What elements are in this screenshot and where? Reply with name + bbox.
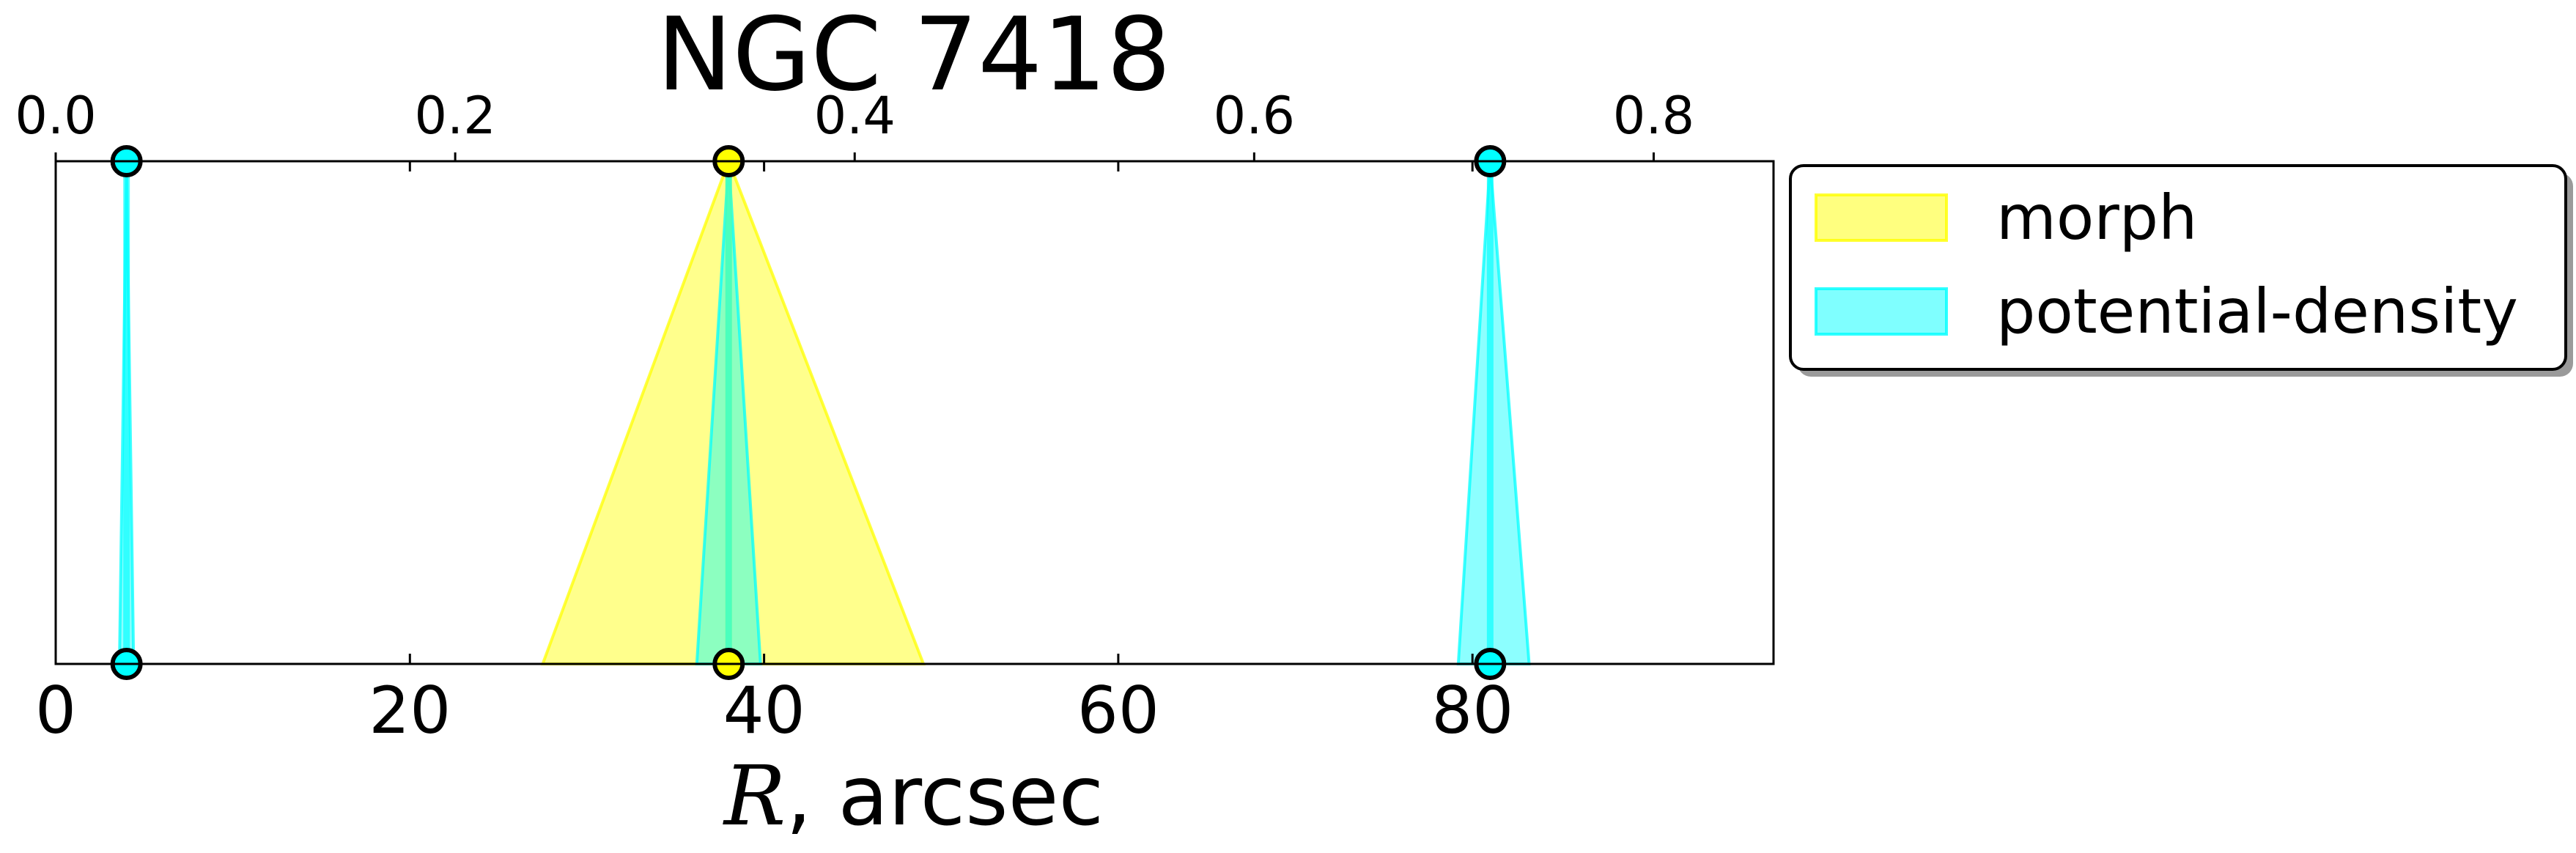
x-tick-label-top: 0.0	[15, 86, 96, 146]
x-tick-label-top: 0.2	[414, 86, 495, 146]
legend-swatch-morph	[1815, 193, 1948, 242]
legend-box	[1789, 164, 2567, 371]
ticks-layer: 0 20 40 60 80 0.0 0.2 0.4 0.6 0.8	[15, 86, 1694, 748]
center-lines-layer	[123, 161, 1494, 664]
legend-swatch-potential-density	[1815, 287, 1948, 336]
x-tick-label-top: 0.4	[814, 86, 896, 146]
legend: morph potential-density	[1789, 164, 2573, 377]
chart-title: NGC 7418	[657, 0, 1171, 114]
legend-label-potential-density: potential-density	[1996, 276, 2518, 347]
x-tick-label-top: 0.6	[1214, 86, 1295, 146]
x-tick-label-bottom: 0	[35, 673, 76, 748]
x-tick-label-bottom: 80	[1431, 673, 1513, 748]
x-tick-label-bottom: 20	[369, 673, 451, 748]
x-axis-label-text: , arcsec	[786, 749, 1104, 844]
legend-label-morph: morph	[1996, 182, 2197, 254]
x-tick-label-top: 0.8	[1613, 86, 1694, 146]
x-tick-label-bottom: 40	[723, 673, 805, 748]
x-tick-label-bottom: 60	[1077, 673, 1159, 748]
plot-frame	[54, 160, 1775, 665]
x-axis-label: R, arcsec	[723, 749, 1104, 844]
x-axis-label-symbol: R	[723, 749, 786, 844]
